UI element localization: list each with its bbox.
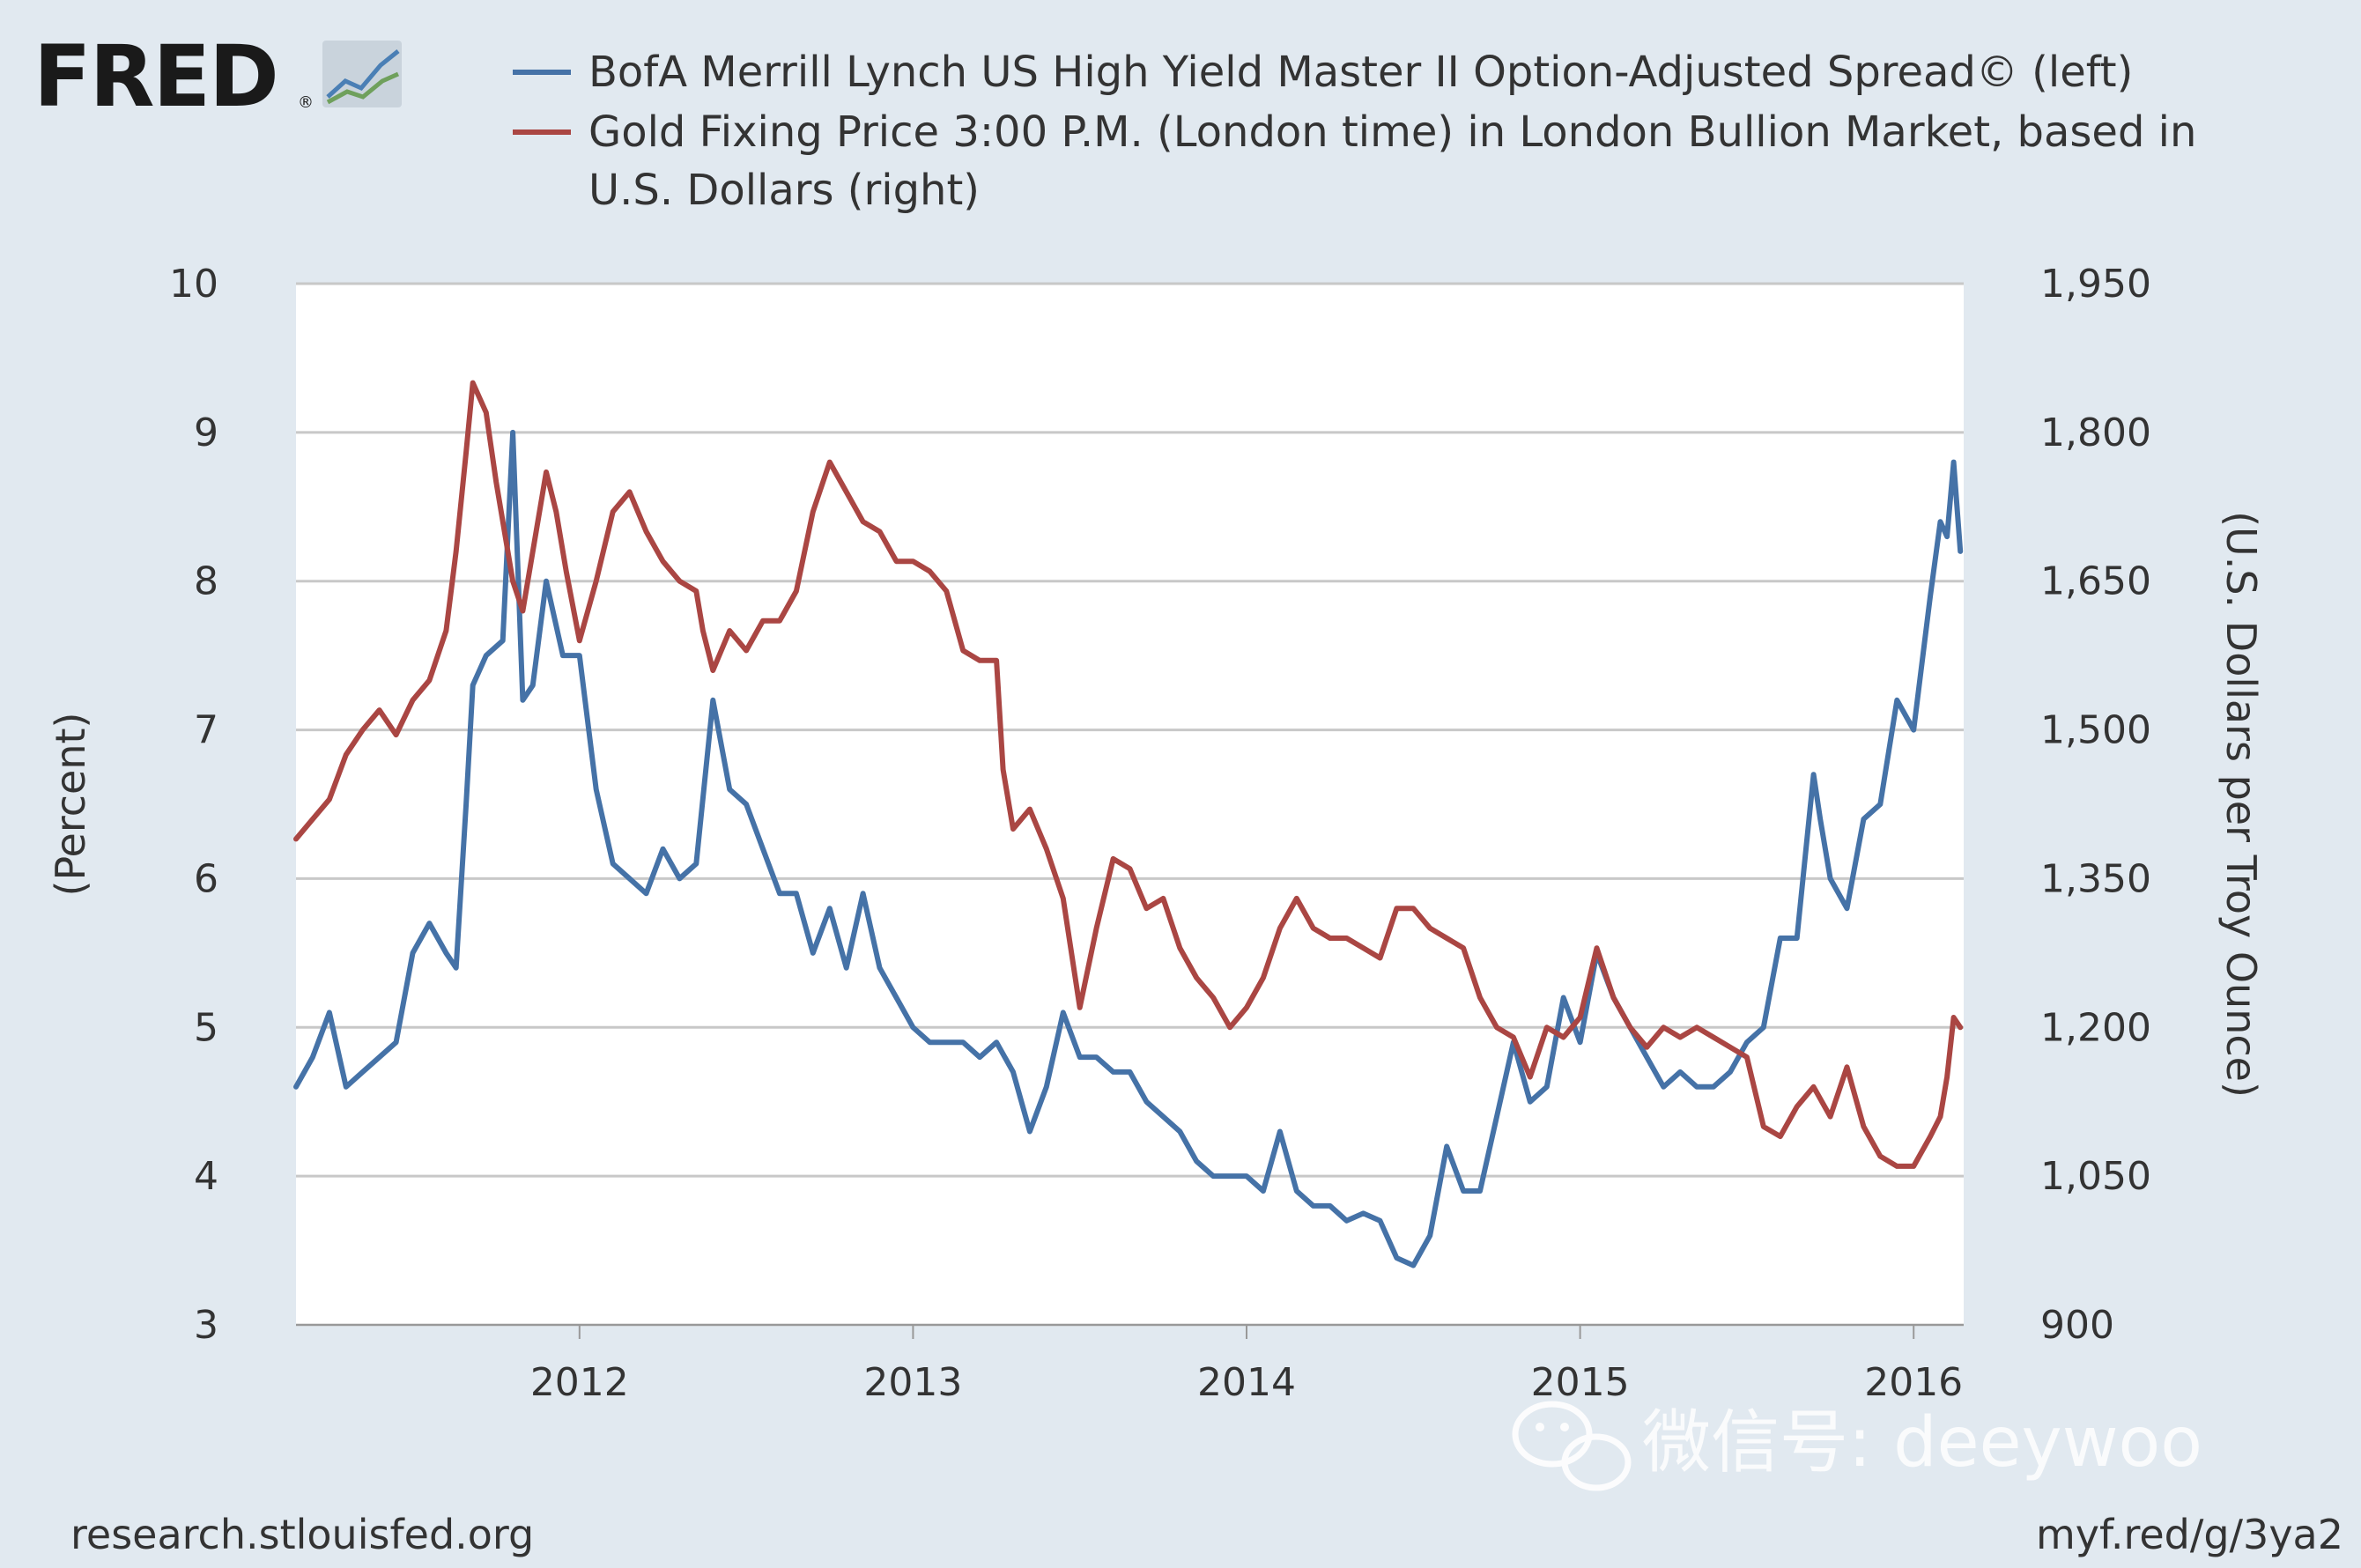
legend-label-spread: BofA Merrill Lynch US High Yield Master … bbox=[588, 48, 2133, 97]
y-axis-left-title: (Percent) bbox=[47, 713, 94, 897]
logo-registered-mark: ® bbox=[298, 93, 314, 112]
legend-label-gold-line2: U.S. Dollars (right) bbox=[588, 166, 980, 215]
y-right-tick-label: 1,200 bbox=[2040, 1005, 2151, 1050]
y-left-tick-label: 5 bbox=[194, 1005, 218, 1050]
y-right-tick-label: 1,350 bbox=[2040, 856, 2151, 901]
wechat-watermark: 微信号: deeywoo bbox=[1512, 1401, 2202, 1491]
y-axis-right-title: (U.S. Dollars per Troy Ounce) bbox=[2217, 511, 2265, 1098]
y-right-tick-label: 1,950 bbox=[2040, 262, 2151, 307]
series-line-gold-price bbox=[293, 380, 1964, 1169]
fred-logo[interactable]: FRED ® bbox=[33, 27, 402, 126]
y-right-tick-label: 1,800 bbox=[2040, 410, 2151, 455]
x-tick-label: 2015 bbox=[1531, 1360, 1630, 1405]
x-axis: 2012 2013 2014 2015 2016 bbox=[296, 1324, 1964, 1405]
x-tick-label: 2016 bbox=[1864, 1360, 1963, 1405]
footer-source-link[interactable]: research.stlouisfed.org bbox=[70, 1511, 534, 1558]
y-left-tick-label: 10 bbox=[169, 262, 218, 307]
y-axis-left: 10 9 8 7 6 5 4 3 bbox=[169, 262, 218, 1348]
watermark-text: 微信号: deeywoo bbox=[1642, 1403, 2202, 1483]
y-left-tick-label: 9 bbox=[194, 410, 218, 455]
y-axis-right: 1,950 1,800 1,650 1,500 1,350 1,200 1,050 900 bbox=[2040, 262, 2151, 1348]
y-left-tick-label: 8 bbox=[194, 559, 218, 604]
logo-chart-icon bbox=[322, 41, 402, 107]
series-line-high-yield-spread bbox=[293, 429, 1964, 1268]
y-left-tick-label: 3 bbox=[194, 1303, 218, 1348]
y-left-tick-label: 6 bbox=[194, 856, 218, 901]
y-right-tick-label: 900 bbox=[2040, 1303, 2114, 1348]
y-right-tick-label: 1,500 bbox=[2040, 708, 2151, 753]
y-left-tick-label: 4 bbox=[194, 1154, 218, 1199]
legend: BofA Merrill Lynch US High Yield Master … bbox=[513, 48, 2196, 215]
plot-area bbox=[296, 284, 1964, 1325]
y-right-tick-label: 1,050 bbox=[2040, 1154, 2151, 1199]
wechat-icon bbox=[1512, 1401, 1632, 1491]
x-tick-label: 2013 bbox=[863, 1360, 962, 1405]
legend-label-gold-line1: Gold Fixing Price 3:00 P.M. (London time… bbox=[588, 107, 2196, 157]
logo-text: FRED bbox=[33, 27, 278, 126]
y-right-tick-label: 1,650 bbox=[2040, 559, 2151, 604]
y-left-tick-label: 7 bbox=[194, 708, 218, 753]
x-tick-label: 2014 bbox=[1197, 1360, 1296, 1405]
x-tick-label: 2012 bbox=[530, 1360, 629, 1405]
series-layer bbox=[293, 380, 1964, 1268]
footer-short-link[interactable]: myf.red/g/3ya2 bbox=[2036, 1511, 2343, 1558]
